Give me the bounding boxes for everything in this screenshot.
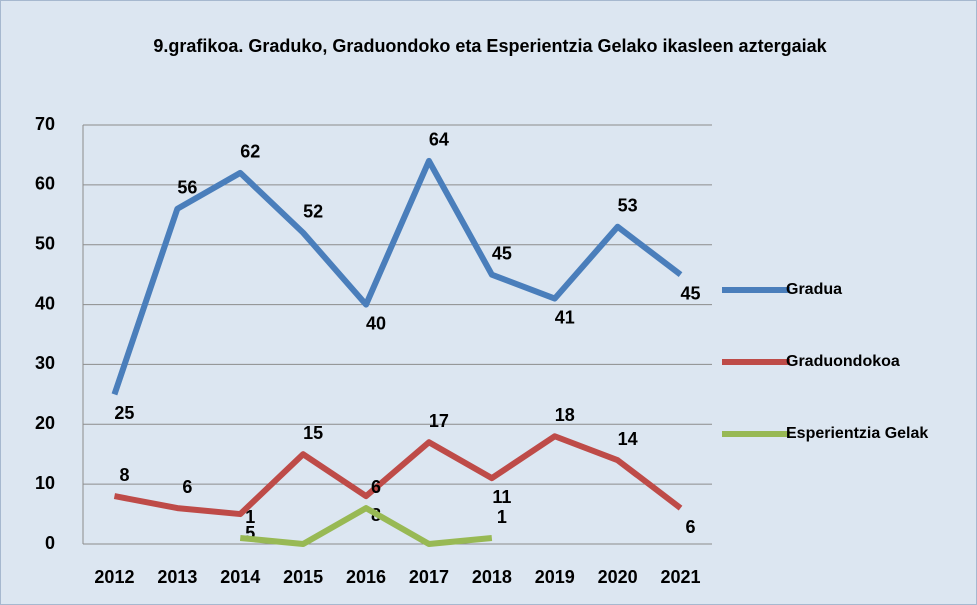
data-label: 45	[492, 243, 512, 263]
series-line	[239, 505, 493, 547]
x-tick-label: 2021	[661, 567, 701, 587]
y-tick-label: 40	[35, 293, 55, 313]
x-tick-label: 2019	[535, 567, 575, 587]
data-label: 5	[245, 523, 255, 543]
y-tick-label: 10	[35, 473, 55, 493]
x-tick-label: 2012	[94, 567, 134, 587]
x-tick-label: 2014	[220, 567, 260, 587]
data-label: 25	[114, 403, 134, 423]
y-tick-label: 60	[35, 174, 55, 194]
data-label: 53	[618, 196, 638, 216]
data-label: 56	[177, 178, 197, 198]
x-tick-label: 2015	[283, 567, 323, 587]
legend-label: Gradua	[786, 281, 842, 298]
x-tick-label: 2018	[472, 567, 512, 587]
data-label: 18	[555, 405, 575, 425]
legend-label: Esperientzia Gelak	[786, 425, 928, 442]
data-label: 8	[119, 465, 129, 485]
y-tick-label: 30	[35, 353, 55, 373]
data-label: 52	[303, 201, 323, 221]
y-tick-label: 70	[35, 114, 55, 134]
data-label: 6	[182, 477, 192, 497]
series-line	[113, 433, 683, 518]
data-label: 17	[429, 411, 449, 431]
y-tick-label: 50	[35, 233, 55, 253]
y-tick-label: 0	[45, 533, 55, 553]
data-label: 6	[371, 477, 381, 497]
data-label: 45	[681, 283, 701, 303]
data-label: 64	[429, 130, 449, 150]
data-label: 6	[686, 517, 696, 537]
data-label: 41	[555, 307, 575, 327]
legend-label: Graduondokoa	[786, 353, 900, 370]
chart-title: 9.grafikoa. Graduko, Graduondoko eta Esp…	[153, 36, 827, 56]
x-tick-label: 2016	[346, 567, 386, 587]
data-label: 62	[240, 142, 260, 162]
data-label: 15	[303, 423, 323, 443]
x-tick-label: 2013	[157, 567, 197, 587]
y-tick-label: 20	[35, 413, 55, 433]
x-tick-label: 2017	[409, 567, 449, 587]
data-label: 1	[497, 507, 507, 527]
series-line	[111, 157, 683, 396]
data-label: 14	[618, 429, 638, 449]
data-label: 1	[245, 507, 255, 527]
x-tick-label: 2020	[598, 567, 638, 587]
data-label: 11	[492, 487, 511, 507]
data-label: 40	[366, 313, 386, 333]
